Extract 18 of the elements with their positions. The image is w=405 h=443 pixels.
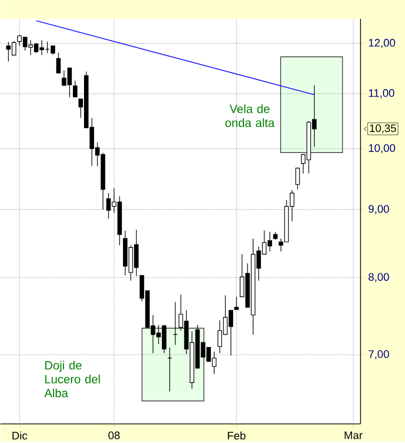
x-tick-label: Feb [228,431,246,440]
candlestick [234,296,239,310]
text: 10,35 [370,124,396,134]
x-tick-label: Mar [344,431,362,440]
y-tick-label: 10,00 [368,144,395,154]
y-tick-label: 9,00 [368,205,389,214]
y-tick-label: 7,00 [368,350,389,360]
x-tick-label: 08 [108,431,120,440]
y-tick-label: 8,00 [368,273,389,282]
annotation: Vela de onda alta [225,104,274,128]
candlestick [295,168,300,190]
x-tick-label: Dic [12,431,27,440]
candlestick [56,52,61,74]
y-tick-label: 12,00 [368,38,395,48]
annotation: Doji de Lucero del Alba [44,360,100,398]
candlestick [72,80,78,98]
y-tick-label: 11,00 [368,89,394,98]
candlestick [167,347,172,392]
